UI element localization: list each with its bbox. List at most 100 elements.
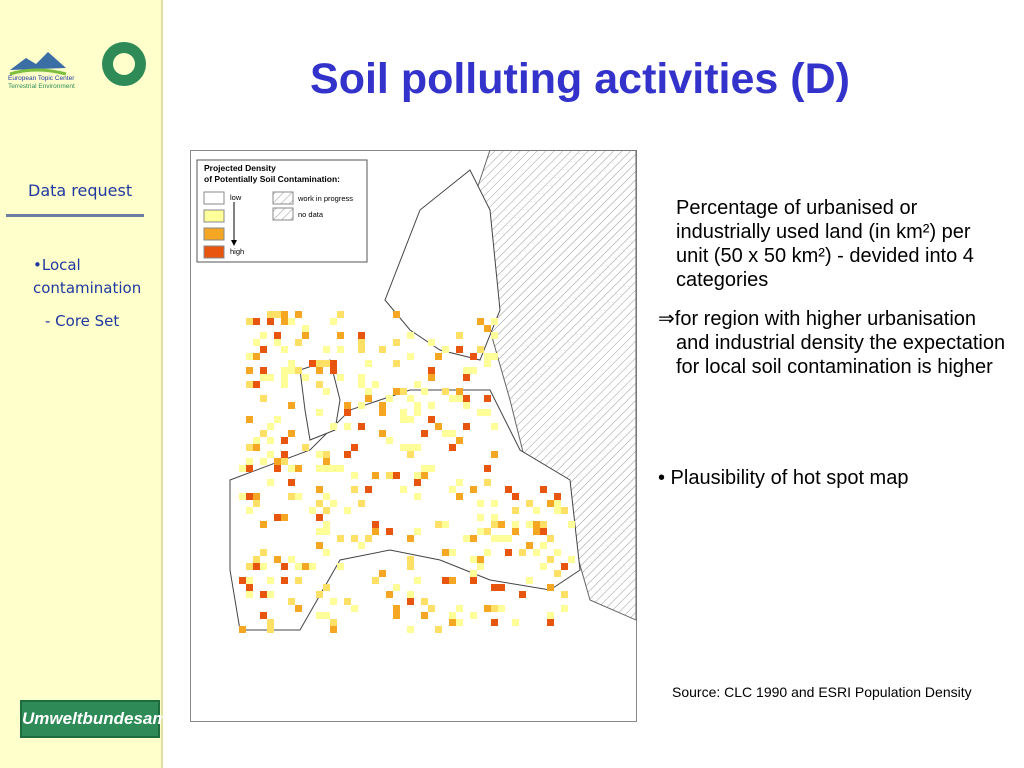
map-cell <box>288 465 295 472</box>
map-cell <box>358 423 365 430</box>
map-cell <box>323 549 330 556</box>
map-cell <box>281 374 288 381</box>
map-cell <box>379 402 386 409</box>
map-cell <box>540 521 547 528</box>
map-cell <box>365 486 372 493</box>
map-cell <box>246 458 253 465</box>
map-cell <box>540 542 547 549</box>
map-cell <box>302 374 309 381</box>
map-cell <box>491 318 498 325</box>
map-cell <box>442 577 449 584</box>
map-cell <box>267 423 274 430</box>
map-cell <box>253 493 260 500</box>
map-cell <box>358 374 365 381</box>
map-cell <box>246 591 253 598</box>
map-cell <box>477 346 484 353</box>
map-cell <box>365 535 372 542</box>
map-cell <box>463 535 470 542</box>
map-cell <box>393 339 400 346</box>
map-cell <box>316 409 323 416</box>
map-cell <box>407 451 414 458</box>
map-cell <box>456 437 463 444</box>
map-cell <box>442 549 449 556</box>
map-cell <box>246 577 253 584</box>
map-cell <box>449 395 456 402</box>
map-cell <box>414 409 421 416</box>
map-cell <box>351 472 358 479</box>
map-cell <box>435 353 442 360</box>
map-cell <box>498 535 505 542</box>
map-cell <box>316 360 323 367</box>
map-cell <box>386 437 393 444</box>
map-cell <box>330 318 337 325</box>
map-cell <box>365 395 372 402</box>
map-cell <box>344 507 351 514</box>
map-cell <box>561 507 568 514</box>
map-cell <box>239 577 246 584</box>
map-cell <box>260 346 267 353</box>
map-cell <box>253 381 260 388</box>
map-cell <box>456 619 463 626</box>
map-cell <box>267 451 274 458</box>
map-cell <box>330 626 337 633</box>
map-cell <box>372 577 379 584</box>
map-cell <box>463 367 470 374</box>
map-cell <box>281 563 288 570</box>
map-cell <box>428 416 435 423</box>
map-cell <box>407 395 414 402</box>
body-paragraph: Percentage of urbanised or industrially … <box>676 197 974 291</box>
map-cell <box>428 339 435 346</box>
map-cell <box>491 451 498 458</box>
map-cell <box>351 486 358 493</box>
map-cell <box>421 598 428 605</box>
map-cell <box>309 507 316 514</box>
map-cell <box>267 591 274 598</box>
map-cell <box>253 339 260 346</box>
map-cell <box>267 311 274 318</box>
map-cell <box>561 605 568 612</box>
map-cell <box>288 402 295 409</box>
map-cell <box>246 381 253 388</box>
map-cell <box>246 563 253 570</box>
map-cell <box>470 486 477 493</box>
map-cell <box>288 360 295 367</box>
map-cell <box>540 563 547 570</box>
map-cell <box>288 493 295 500</box>
map-cell <box>470 570 477 577</box>
map-cell <box>407 444 414 451</box>
map-cell <box>477 528 484 535</box>
map-cell <box>358 381 365 388</box>
map-cell <box>470 367 477 374</box>
map-cell <box>239 626 246 633</box>
map-cells <box>239 311 575 633</box>
map-cell <box>246 584 253 591</box>
map-cell <box>281 577 288 584</box>
map-cell <box>246 493 253 500</box>
map-cell <box>274 556 281 563</box>
map-cell <box>260 549 267 556</box>
map-cell <box>344 423 351 430</box>
map-cell <box>379 409 386 416</box>
map-cell <box>519 549 526 556</box>
map-cell <box>323 493 330 500</box>
map-cell <box>288 367 295 374</box>
map-cell <box>456 346 463 353</box>
map-cell <box>491 584 498 591</box>
map-cell <box>428 605 435 612</box>
map-cell <box>491 619 498 626</box>
map-cell <box>407 416 414 423</box>
map-cell <box>484 409 491 416</box>
map-cell <box>260 395 267 402</box>
land-outline <box>384 169 501 361</box>
body-paragraph: ⇒for region with higher urbanisation and… <box>658 308 1006 378</box>
map-cell <box>253 500 260 507</box>
map-cell <box>260 367 267 374</box>
slide-title: Soil polluting activities (D) <box>310 55 850 103</box>
map-cell <box>351 535 358 542</box>
map-cell <box>477 563 484 570</box>
map-cell <box>540 528 547 535</box>
map-cell <box>554 570 561 577</box>
map-cell <box>484 325 491 332</box>
map-cell <box>316 465 323 472</box>
map-cell <box>498 584 505 591</box>
